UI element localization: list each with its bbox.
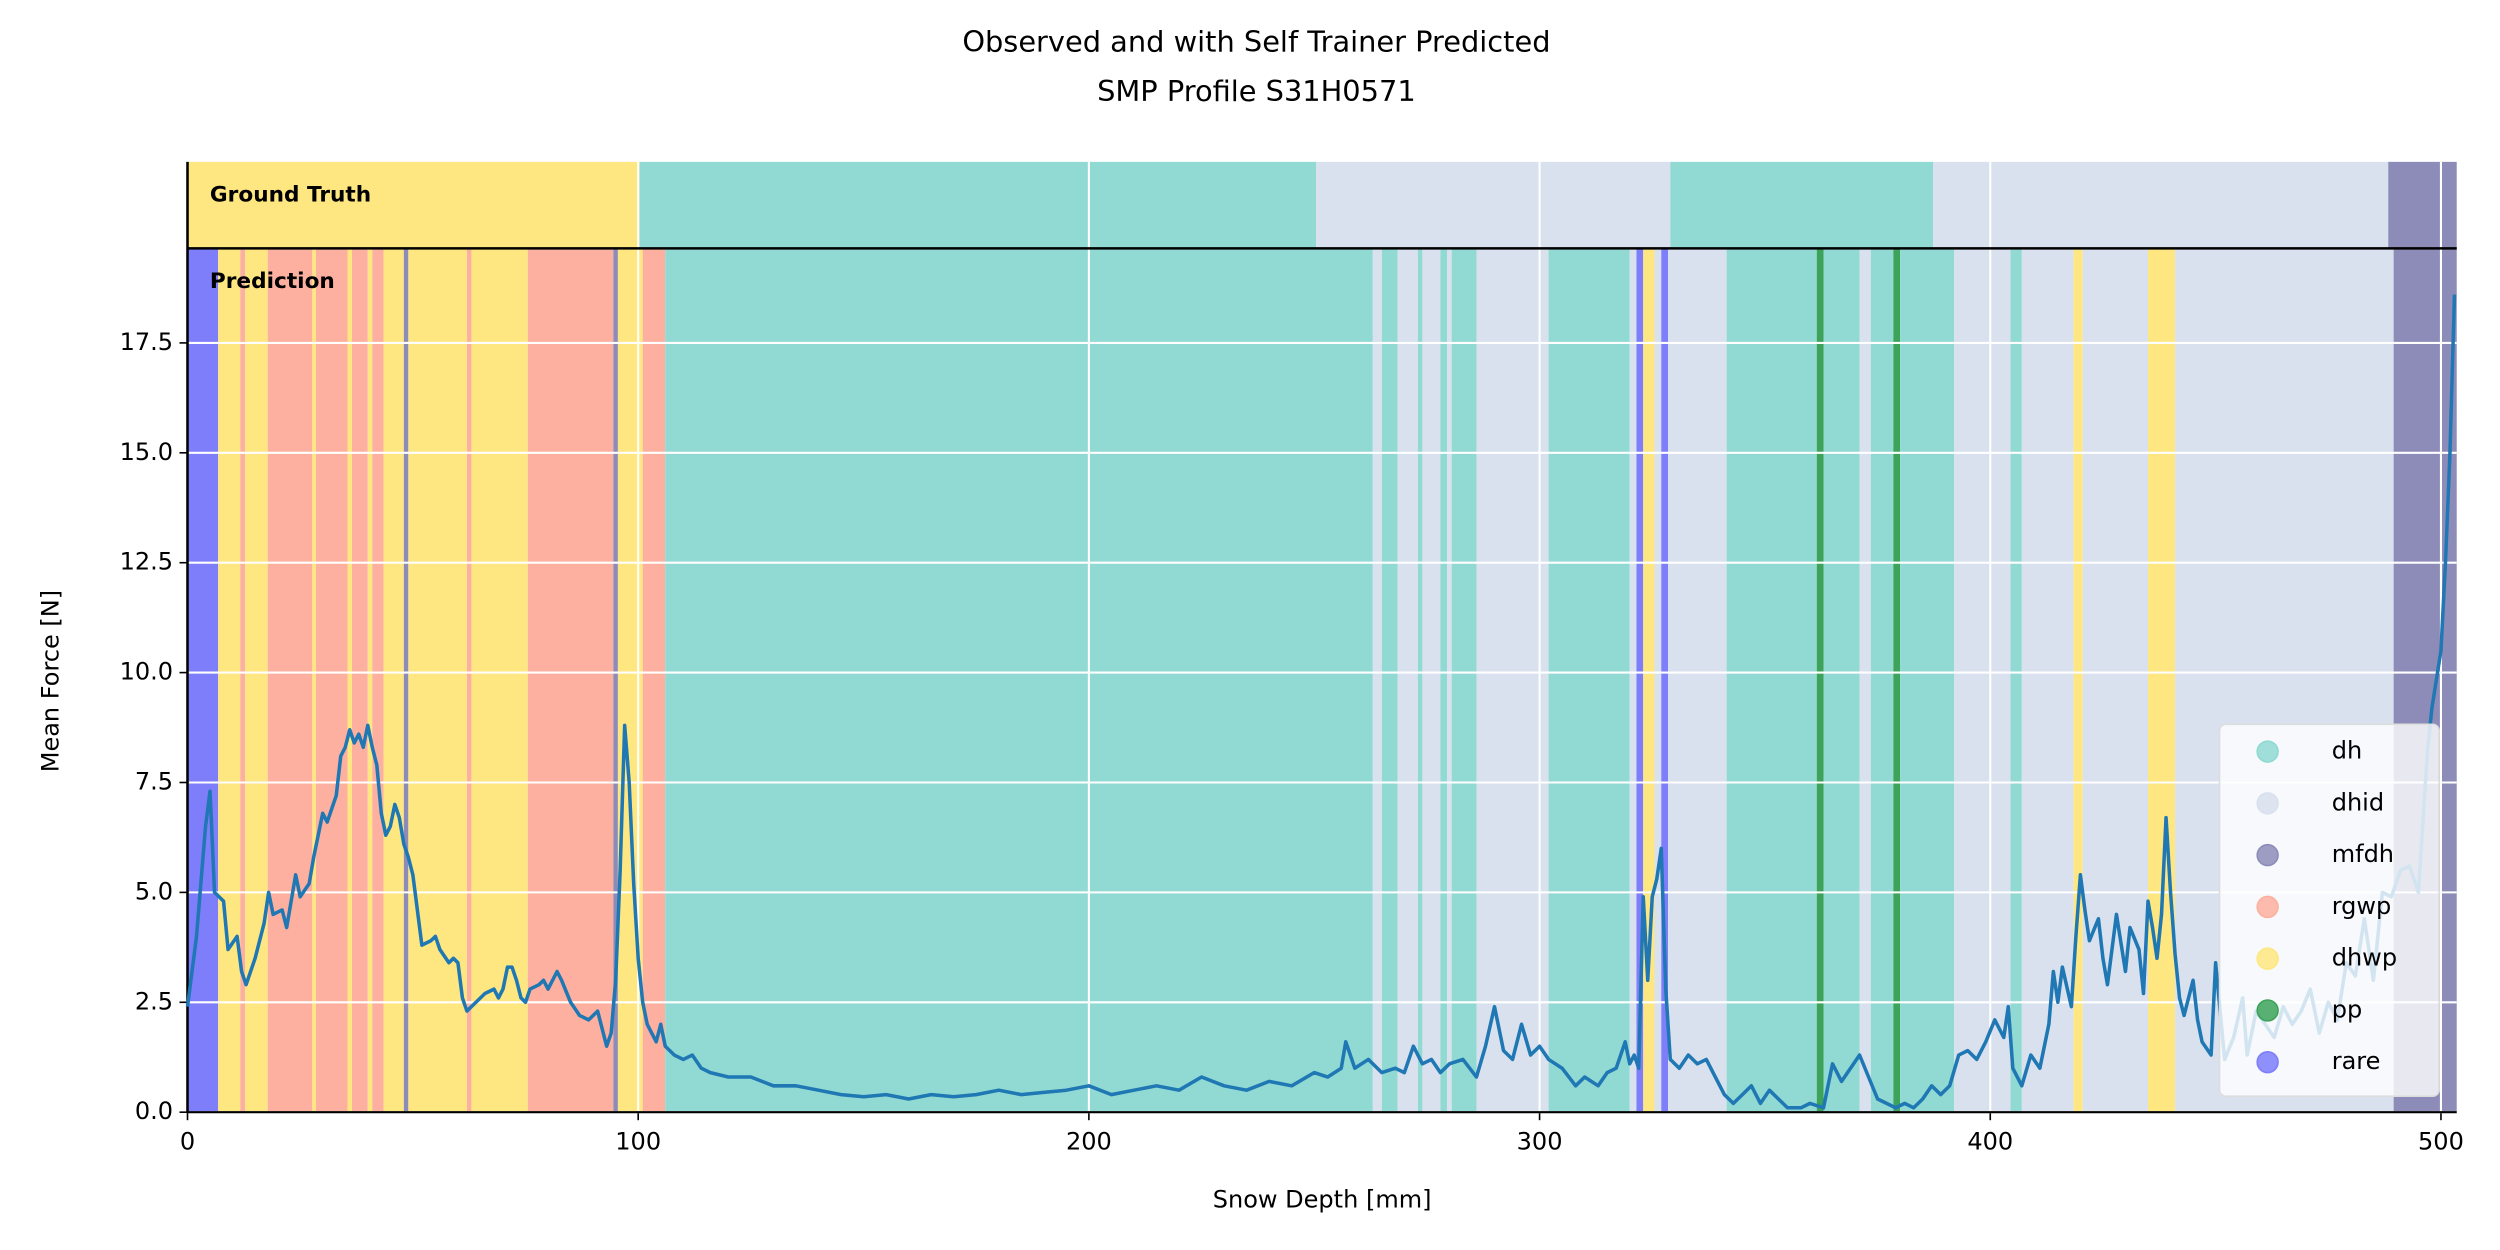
panel-label: Prediction — [210, 269, 335, 294]
class-span — [1870, 248, 1894, 1113]
legend-marker — [2256, 740, 2279, 763]
y-tick-label: 2.5 — [135, 987, 173, 1015]
panel-label: Ground Truth — [210, 183, 371, 208]
legend-label: dh — [2332, 737, 2362, 765]
class-span — [2021, 248, 2074, 1113]
legend-marker — [2256, 947, 2279, 970]
class-span — [2148, 248, 2176, 1113]
y-tick-label: 15.0 — [120, 438, 173, 466]
class-span — [367, 248, 373, 1113]
class-span — [613, 248, 618, 1113]
plot — [185, 161, 2457, 1114]
class-span — [1629, 248, 1637, 1113]
class-span — [1859, 248, 1871, 1113]
class-span — [1447, 248, 1452, 1113]
x-axis-label: Snow Depth [mm] — [1213, 1185, 1432, 1213]
class-span — [315, 248, 348, 1113]
legend-label: mfdh — [2332, 840, 2394, 868]
class-span — [1668, 248, 1727, 1113]
force-line — [185, 294, 2457, 1110]
class-span — [466, 248, 472, 1113]
class-span — [1654, 248, 1662, 1113]
chart-title: Observed and with Self Trainer Predicted — [962, 24, 1550, 58]
class-span — [665, 248, 1373, 1113]
class-span — [1643, 248, 1655, 1113]
class-span — [245, 248, 268, 1113]
class-span — [1636, 248, 1644, 1113]
class-span — [267, 248, 313, 1113]
y-axis-label: Mean Force [N] — [36, 590, 64, 772]
class-span — [471, 248, 528, 1113]
class-span — [1823, 248, 1860, 1113]
legend: dh dhid mfdh rgwp dhwp pp rare — [2218, 723, 2440, 1097]
legend-box — [2218, 723, 2440, 1097]
class-span — [1726, 248, 1817, 1113]
class-span — [372, 248, 384, 1113]
class-span — [2073, 248, 2083, 1113]
class-span — [218, 248, 241, 1113]
legend-label: dhwp — [2332, 944, 2397, 972]
class-span — [1397, 248, 1418, 1113]
class-span — [1816, 248, 1824, 1113]
class-span — [2388, 161, 2457, 249]
class-span — [1933, 161, 2389, 249]
chart-subtitle: SMP Profile S31H0571 — [1097, 74, 1416, 108]
class-span — [1900, 248, 1955, 1113]
legend-marker — [2256, 843, 2279, 867]
x-tick-label: 400 — [1967, 1128, 2013, 1156]
class-span — [408, 248, 467, 1113]
class-span — [187, 161, 640, 249]
class-span — [347, 248, 353, 1113]
x-tick-label: 300 — [1517, 1128, 1563, 1156]
class-span — [1316, 161, 1671, 249]
class-span — [642, 248, 666, 1113]
class-span — [1451, 248, 1477, 1113]
class-span — [1422, 248, 1441, 1113]
y-tick-label: 10.0 — [120, 658, 173, 686]
class-span — [1381, 248, 1398, 1113]
class-span — [352, 248, 368, 1113]
class-span — [1661, 248, 1669, 1113]
y-tick-label: 17.5 — [120, 328, 173, 356]
legend-marker — [2256, 895, 2279, 919]
class-span — [1893, 248, 1901, 1113]
class-span — [312, 248, 316, 1113]
y-tick-label: 12.5 — [120, 548, 173, 576]
class-span — [2010, 248, 2022, 1113]
class-span — [1548, 248, 1630, 1113]
class-span — [240, 248, 246, 1113]
spans — [187, 161, 2457, 1113]
class-span — [527, 248, 614, 1113]
legend-marker — [2256, 999, 2279, 1022]
x-tick-label: 100 — [615, 1128, 661, 1156]
class-span — [1372, 248, 1382, 1113]
legend-marker — [2256, 792, 2279, 815]
y-tick-label: 7.5 — [135, 767, 173, 795]
class-span — [1670, 161, 1934, 249]
x-tick-label: 500 — [2418, 1128, 2464, 1156]
class-span — [403, 248, 409, 1113]
legend-marker — [2256, 1050, 2279, 1074]
x-tick-label: 0 — [180, 1128, 195, 1156]
class-span — [1417, 248, 1423, 1113]
legend-label: dhid — [2332, 788, 2384, 816]
class-span — [383, 248, 404, 1113]
x-tick-label: 200 — [1066, 1128, 1112, 1156]
class-span — [1440, 248, 1448, 1113]
class-span — [1954, 248, 2011, 1113]
legend-label: pp — [2332, 995, 2363, 1023]
y-tick-label: 5.0 — [135, 877, 173, 905]
class-span — [639, 161, 1317, 249]
class-span — [2082, 248, 2149, 1113]
legend-label: rgwp — [2332, 892, 2392, 920]
y-tick-label: 0.0 — [135, 1097, 173, 1125]
legend-label: rare — [2332, 1047, 2381, 1075]
class-span — [1476, 248, 1549, 1113]
